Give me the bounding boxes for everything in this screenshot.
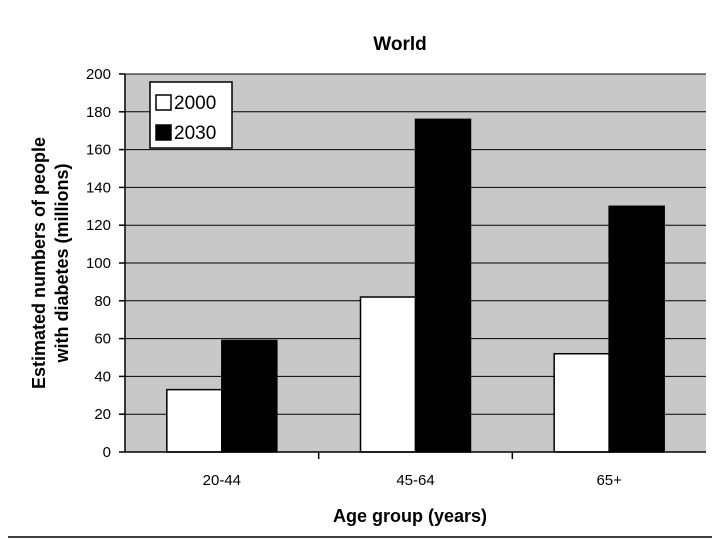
y-tick-label: 80: [94, 293, 111, 310]
bars: [166, 118, 665, 453]
chart-title: World: [373, 34, 426, 55]
x-tick-label: 20-44: [203, 472, 241, 489]
y-axis-title-line-1: Estimated numbers of people: [29, 137, 49, 389]
bar-2000-45-64: [359, 296, 417, 453]
bar-2000-20-44: [166, 388, 223, 453]
y-tick-label: 40: [94, 368, 111, 385]
y-axis-title-line-2: with diabetes (millions): [52, 163, 72, 363]
legend-swatch: [155, 94, 172, 111]
y-tick-label: 160: [86, 142, 111, 159]
bar-2030-20-44: [221, 339, 278, 453]
y-tick-label: 180: [86, 104, 111, 121]
bar-2030-45-64: [414, 118, 472, 453]
bar-2000-65+: [553, 352, 610, 453]
y-tick-label: 200: [86, 66, 111, 83]
x-axis-title: Age group (years): [333, 506, 487, 526]
y-axis-title: Estimated numbers of people with diabete…: [29, 137, 72, 389]
x-axis-ticks: 20-44 45-64 65+: [203, 452, 622, 489]
x-tick-label: 45-64: [396, 472, 434, 489]
y-axis-ticks: 0 20 40 60 80 100 120 140 160 180 200: [86, 66, 125, 461]
y-tick-label: 20: [94, 406, 111, 423]
y-tick-label: 100: [86, 255, 111, 272]
x-tick-label: 65+: [596, 472, 622, 489]
legend-label: 2030: [174, 123, 216, 144]
y-tick-label: 140: [86, 179, 111, 196]
legend: 2000 2030: [149, 81, 233, 149]
legend-label: 2000: [174, 93, 216, 114]
bar-2030-65+: [608, 205, 665, 453]
y-tick-label: 120: [86, 217, 111, 234]
y-tick-label: 0: [103, 444, 111, 461]
axes: [124, 74, 706, 453]
legend-swatch: [155, 124, 172, 141]
y-tick-label: 60: [94, 331, 111, 348]
